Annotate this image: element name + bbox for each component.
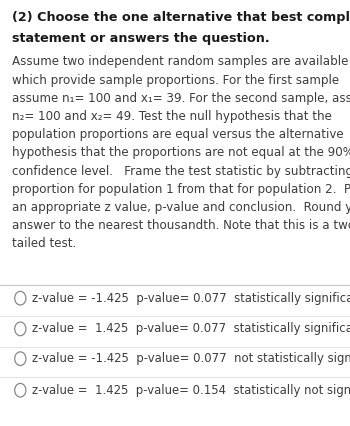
Text: Assume two independent random samples are available
which provide sample proport: Assume two independent random samples ar…: [12, 55, 350, 250]
Text: z-value =  1.425  p-value= 0.077  statistically significant: z-value = 1.425 p-value= 0.077 statistic…: [32, 322, 350, 335]
Text: z-value =  1.425  p-value= 0.154  statistically not significant: z-value = 1.425 p-value= 0.154 statistic…: [32, 384, 350, 397]
Text: z-value = -1.425  p-value= 0.077  not statistically significant: z-value = -1.425 p-value= 0.077 not stat…: [32, 352, 350, 365]
Text: (2) Choose the one alternative that best completes the: (2) Choose the one alternative that best…: [12, 11, 350, 24]
Text: statement or answers the question.: statement or answers the question.: [12, 32, 270, 45]
Text: z-value = -1.425  p-value= 0.077  statistically significant: z-value = -1.425 p-value= 0.077 statisti…: [32, 292, 350, 305]
